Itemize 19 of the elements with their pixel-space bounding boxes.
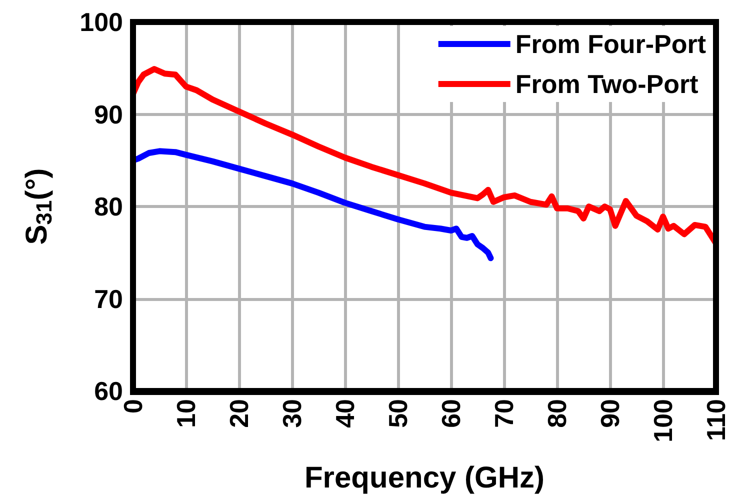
legend-label: From Two-Port: [515, 69, 699, 99]
y-tick-label: 80: [94, 192, 123, 222]
x-tick-label: 80: [542, 399, 572, 428]
x-tick-label: 100: [648, 399, 678, 442]
y-tick-label: 90: [94, 99, 123, 130]
y-tick-label: 100: [80, 7, 123, 37]
y-tick-label: 70: [94, 284, 123, 314]
x-axis-title: Frequency (GHz): [304, 462, 545, 494]
x-tick-label: 110: [701, 399, 731, 441]
legend-label: From Four-Port: [515, 29, 706, 59]
x-tick-label: 70: [489, 399, 519, 428]
y-axis-title: S31(°): [20, 168, 56, 245]
x-tick-label: 10: [171, 399, 201, 428]
x-tick-label: 60: [436, 399, 466, 428]
x-tick-label: 40: [330, 399, 360, 428]
x-tick-label: 50: [383, 399, 413, 428]
x-tick-label: 30: [277, 399, 307, 428]
x-tick-label: 20: [224, 399, 254, 428]
x-tick-label: 90: [595, 399, 625, 428]
